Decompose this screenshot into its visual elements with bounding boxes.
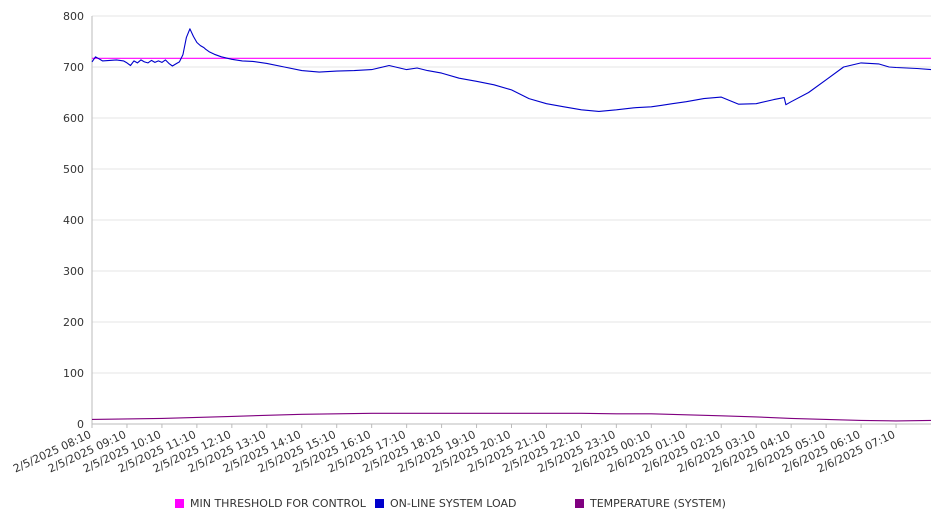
gridlines — [92, 15, 931, 425]
legend-item-temperature[interactable]: TEMPERATURE (SYSTEM) — [575, 497, 726, 510]
legend-item-system-load[interactable]: ON-LINE SYSTEM LOAD — [375, 497, 516, 510]
y-tick-label: 300 — [63, 265, 84, 278]
y-tick-label: 700 — [63, 61, 84, 74]
legend-label-temperature: TEMPERATURE (SYSTEM) — [590, 497, 726, 510]
y-tick-label: 800 — [63, 10, 84, 23]
y-tick-label: 600 — [63, 112, 84, 125]
legend-swatch-temperature — [575, 499, 584, 508]
legend: MIN THRESHOLD FOR CONTROL ON-LINE SYSTEM… — [0, 497, 946, 515]
series-line-system-load — [91, 28, 932, 112]
x-tick-labels: 2/5/2025 08:102/5/2025 09:102/5/2025 10:… — [11, 428, 897, 476]
y-tick-label: 500 — [63, 163, 84, 176]
legend-label-min-threshold: MIN THRESHOLD FOR CONTROL — [190, 497, 366, 510]
y-tick-label: 400 — [63, 214, 84, 227]
series-lines — [91, 28, 932, 422]
y-tick-label: 200 — [63, 316, 84, 329]
legend-item-min-threshold[interactable]: MIN THRESHOLD FOR CONTROL — [175, 497, 366, 510]
y-tick-label: 100 — [63, 367, 84, 380]
y-tick-label: 0 — [77, 418, 84, 431]
legend-swatch-min-threshold — [175, 499, 184, 508]
legend-swatch-system-load — [375, 499, 384, 508]
legend-label-system-load: ON-LINE SYSTEM LOAD — [390, 497, 517, 510]
y-tick-labels: 0 100 200 300 400 500 600 700 800 — [63, 10, 84, 431]
axes — [91, 16, 931, 428]
series-line-temperature — [91, 412, 932, 422]
